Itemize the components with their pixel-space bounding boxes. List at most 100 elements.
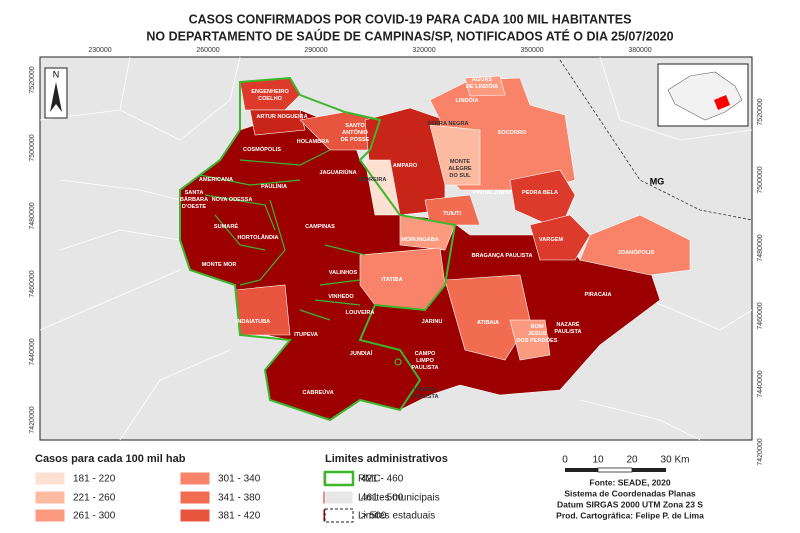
y-coord-label: 7460000: [29, 270, 36, 297]
municipality-label: LINDÓIA: [456, 96, 479, 104]
legend-swatch: [179, 508, 211, 523]
legend-label: 221 - 260: [73, 493, 116, 504]
label-line: VINHEDO: [328, 294, 354, 300]
legend-swatch: [34, 471, 66, 486]
municipality-label: MONTE MOR: [202, 262, 237, 268]
label-line: SUMARÉ: [214, 222, 239, 230]
label-line: PEDRA BELA: [522, 190, 558, 196]
label-line: JAGUARIÚNA: [319, 169, 356, 176]
label-line: AMPARO: [393, 163, 418, 169]
municipality-label: JUNDIAÍ: [350, 349, 373, 357]
label-line: JESUS: [528, 331, 547, 337]
label-line: ÁGUAS: [472, 76, 492, 83]
title-line: CASOS CONFIRMADOS POR COVID-19 PARA CADA…: [189, 12, 632, 26]
x-coord-label: 380000: [628, 47, 651, 54]
municipality-label: CABREÚVA: [302, 389, 333, 396]
municipality-label: JOANÓPOLIS: [618, 248, 655, 256]
municipality-label: LOUVEIRA: [346, 310, 375, 316]
municipality-label: PEDRA BELA: [522, 190, 558, 196]
municipality-label: VARGEM: [539, 237, 563, 243]
y-coord-label: 7520000: [757, 98, 764, 125]
label-line: PEDREIRA: [358, 177, 387, 183]
label-line: SERRA NEGRA: [427, 121, 468, 127]
label-line: NOVA ODESSA: [212, 197, 253, 203]
state-label: MG: [650, 176, 665, 186]
municipality-shapes: [234, 75, 691, 361]
municipality-label: HORTOLÂNDIA: [237, 234, 278, 241]
label-line: INDAIATUBA: [236, 319, 270, 325]
legend-title: Casos para cada 100 mil hab: [35, 453, 186, 465]
rmc-internal: [199, 149, 366, 321]
label-line: PAULISTA: [411, 394, 438, 400]
legend-label: 261 - 300: [73, 511, 116, 522]
y-coord-label: 7500000: [29, 134, 36, 161]
municipality-label: VÁRZEA PAULISTA: [411, 386, 438, 400]
municipality-label: NAZARÉ PAULISTA: [554, 320, 581, 335]
label-line: VARGEM: [539, 237, 563, 243]
north-label: N: [53, 69, 60, 79]
label-line: SANTO: [345, 123, 365, 129]
municipality-label: SANTO ANTÔNIO DE POSSE: [341, 123, 370, 143]
label-line: COSMÓPOLIS: [243, 145, 281, 153]
legend-swatch: [179, 471, 211, 486]
municipality-label: CAMPO LIMPO PAULISTA: [411, 351, 438, 371]
municipality-label: PAULÍNIA: [261, 182, 287, 190]
scale-label: 20: [626, 455, 638, 466]
label-line: COELHO: [258, 96, 283, 102]
y-coord-label: 7440000: [29, 338, 36, 365]
admin-legend-label: Limites municipais: [358, 493, 440, 504]
municipality-label: AMPARO: [393, 163, 418, 169]
municipality-label: SANTA BÁRBARA D'OESTE: [180, 190, 208, 210]
label-line: TUIUTI: [443, 211, 461, 217]
label-line: HORTOLÂNDIA: [237, 234, 278, 241]
map-frame: N: [39, 56, 753, 441]
municipality-label: ITATIBA: [381, 277, 402, 283]
north-arrow: N: [44, 67, 68, 119]
legend-swatch: [34, 508, 66, 523]
inset-map: [657, 63, 749, 127]
municipality-label: PIRACAIA: [584, 292, 611, 298]
municipality-label: TUIUTI: [443, 211, 461, 217]
label-line: SOCORRO: [498, 130, 528, 136]
label-line: NAZARÉ: [556, 320, 580, 328]
label-line: BOM: [530, 324, 543, 330]
label-line: CABREÚVA: [302, 389, 333, 396]
municipality-label: SUMARÉ: [214, 222, 239, 230]
label-line: CAMPO: [415, 351, 436, 357]
municipality-label: JAGUARIÚNA: [319, 169, 356, 176]
admin-legend: Limites administrativos RMC Limites muni…: [323, 453, 448, 523]
label-line: BRAGANÇA PAULISTA: [471, 253, 532, 259]
y-coord-label: 7420000: [29, 406, 36, 433]
label-line: VALINHOS: [329, 270, 358, 276]
label-line: LOUVEIRA: [346, 310, 375, 316]
label-line: PAULISTA: [411, 365, 438, 371]
scale-label: 30 Km: [661, 455, 690, 466]
legend-label: 461 - 500: [361, 493, 404, 504]
municipality-label: CAMPINAS: [305, 224, 335, 230]
legend-label: 421 - 460: [361, 474, 404, 485]
legend-label: 341 - 380: [218, 493, 261, 504]
label-line: LIMPO: [416, 358, 434, 364]
label-line: PAULÍNIA: [261, 182, 287, 190]
legend-label: 181 - 220: [73, 474, 116, 485]
label-line: DE LINDÓIA: [466, 82, 498, 90]
y-coord-label: 7520000: [29, 66, 36, 93]
x-coord-label: 230000: [88, 47, 111, 54]
municipality-label: COSMÓPOLIS: [243, 145, 281, 153]
municipality-label: ÁGUAS DE LINDÓIA: [466, 76, 498, 90]
label-line: PINHALZINHO: [473, 190, 512, 196]
label-line: LINDÓIA: [456, 96, 479, 104]
admin-legend-title: Limites administrativos: [325, 453, 448, 465]
y-coord-label: 7460000: [757, 302, 764, 329]
label-line: VÁRZEA: [414, 386, 437, 393]
legend-swatch: [179, 490, 211, 505]
municipal-lines: [39, 56, 753, 441]
label-line: ATIBAIA: [477, 320, 499, 326]
label-line: PIRACAIA: [584, 292, 611, 298]
y-coord-label: 7420000: [757, 438, 764, 465]
label-line: JOANÓPOLIS: [618, 248, 655, 256]
legend-label: 301 - 340: [218, 474, 261, 485]
label-line: DO SUL: [449, 173, 471, 179]
scale-bar: 0 10 20 30 Km: [562, 455, 690, 473]
y-coord-label: 7440000: [757, 370, 764, 397]
